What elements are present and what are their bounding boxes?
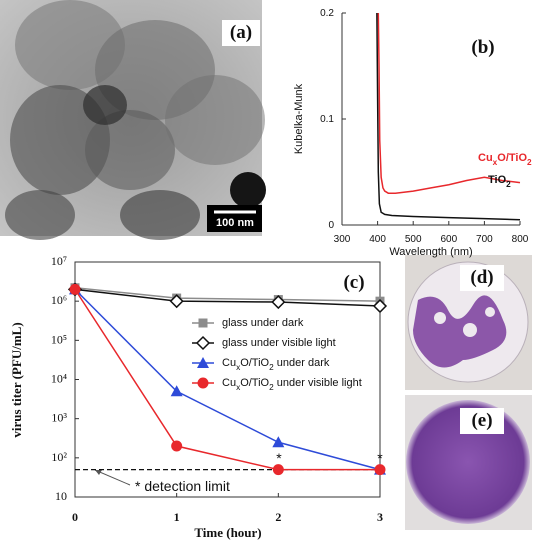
panel-label: (d) — [470, 267, 493, 288]
marker — [271, 294, 286, 310]
y-tick-label: 10² — [51, 450, 67, 464]
marker — [170, 385, 183, 397]
arrow-head — [95, 470, 102, 475]
y-axis-label: virus titer (PFU/mL) — [9, 322, 24, 437]
series-label: CuxO/TiO2 — [478, 152, 532, 167]
legend-marker — [197, 357, 209, 368]
panel-label: (c) — [343, 272, 364, 293]
y-tick-label: 10⁴ — [51, 371, 67, 385]
legend-marker — [195, 335, 211, 351]
legend-label: CuxO/TiO2 under dark — [222, 357, 330, 372]
x-tick-label: 300 — [334, 234, 351, 245]
photo-d — [405, 255, 532, 390]
series-line — [377, 12, 521, 194]
photo-e — [405, 395, 532, 530]
x-tick-label: 700 — [476, 234, 493, 245]
series-line — [74, 288, 381, 307]
legend-marker — [198, 318, 208, 328]
y-tick-label: 10⁷ — [51, 254, 67, 268]
y-tick-label: 0.1 — [320, 114, 334, 125]
legend-label: glass under visible light — [222, 337, 336, 349]
y-tick-label: 10³ — [51, 410, 67, 424]
series-line — [74, 288, 380, 471]
x-tick-label: 3 — [377, 510, 383, 524]
legend-label: glass under dark — [222, 317, 304, 329]
series-label: TiO2 — [488, 174, 511, 189]
label-box — [333, 270, 375, 296]
x-tick-label: 400 — [369, 234, 386, 245]
x-axis-label: Wavelength (nm) — [389, 246, 472, 258]
marker — [169, 294, 184, 309]
annotation: * — [377, 450, 383, 466]
scale-bar-label: 100 nm — [216, 217, 254, 229]
panel-label: (e) — [471, 410, 492, 431]
y-tick-label: 0 — [328, 220, 334, 231]
y-tick-label: 0.2 — [320, 8, 334, 19]
marker — [69, 283, 81, 295]
series-line — [74, 287, 381, 302]
x-tick-label: 500 — [405, 234, 422, 245]
marker — [374, 464, 386, 476]
x-tick-label: 1 — [174, 510, 180, 524]
tem-image — [0, 0, 266, 240]
series-line — [376, 12, 521, 221]
x-axis-label: Time (hour) — [194, 525, 261, 540]
annotation: * detection limit — [135, 478, 230, 494]
marker — [372, 298, 388, 314]
y-tick-label: 10⁶ — [51, 293, 67, 307]
annotation-arrow — [94, 469, 131, 486]
x-tick-label: 0 — [72, 510, 78, 524]
y-tick-label: 10⁵ — [51, 332, 67, 346]
x-tick-label: 2 — [275, 510, 281, 524]
x-tick-label: 600 — [440, 234, 457, 245]
y-axis-label: Kubelka-Munk — [293, 83, 305, 154]
annotation: * — [276, 450, 282, 466]
label-box — [462, 35, 504, 61]
x-tick-label: 800 — [512, 234, 529, 245]
marker — [272, 436, 285, 448]
panel-label: (b) — [471, 37, 494, 58]
marker — [272, 464, 284, 476]
panel-label: (a) — [230, 22, 252, 43]
series-line — [74, 288, 381, 471]
y-tick-label: 10 — [55, 489, 67, 503]
legend-label: CuxO/TiO2 under visible light — [222, 377, 362, 392]
legend-marker — [197, 377, 209, 389]
marker — [171, 440, 183, 452]
